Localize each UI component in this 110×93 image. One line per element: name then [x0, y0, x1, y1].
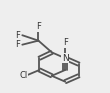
- Text: F: F: [16, 40, 20, 49]
- Text: F: F: [16, 31, 20, 40]
- Text: F: F: [36, 22, 41, 31]
- Text: F: F: [63, 38, 68, 47]
- Text: N: N: [62, 54, 69, 63]
- Text: Cl: Cl: [19, 71, 28, 80]
